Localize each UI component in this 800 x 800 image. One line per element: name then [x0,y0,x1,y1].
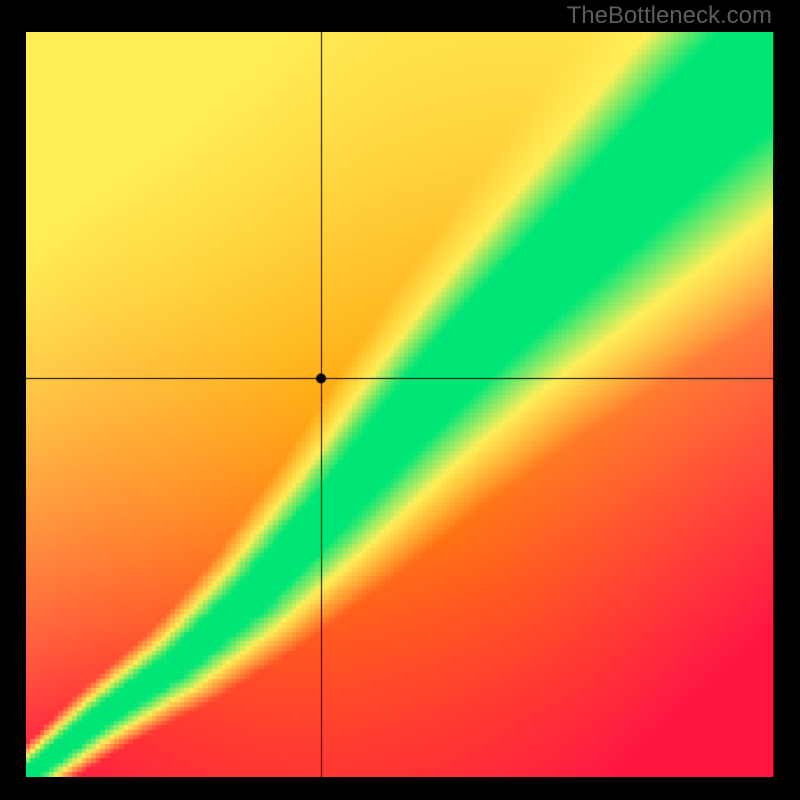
bottleneck-heatmap [26,32,773,777]
watermark-text: TheBottleneck.com [567,2,772,30]
chart-container: TheBottleneck.com [0,0,800,800]
